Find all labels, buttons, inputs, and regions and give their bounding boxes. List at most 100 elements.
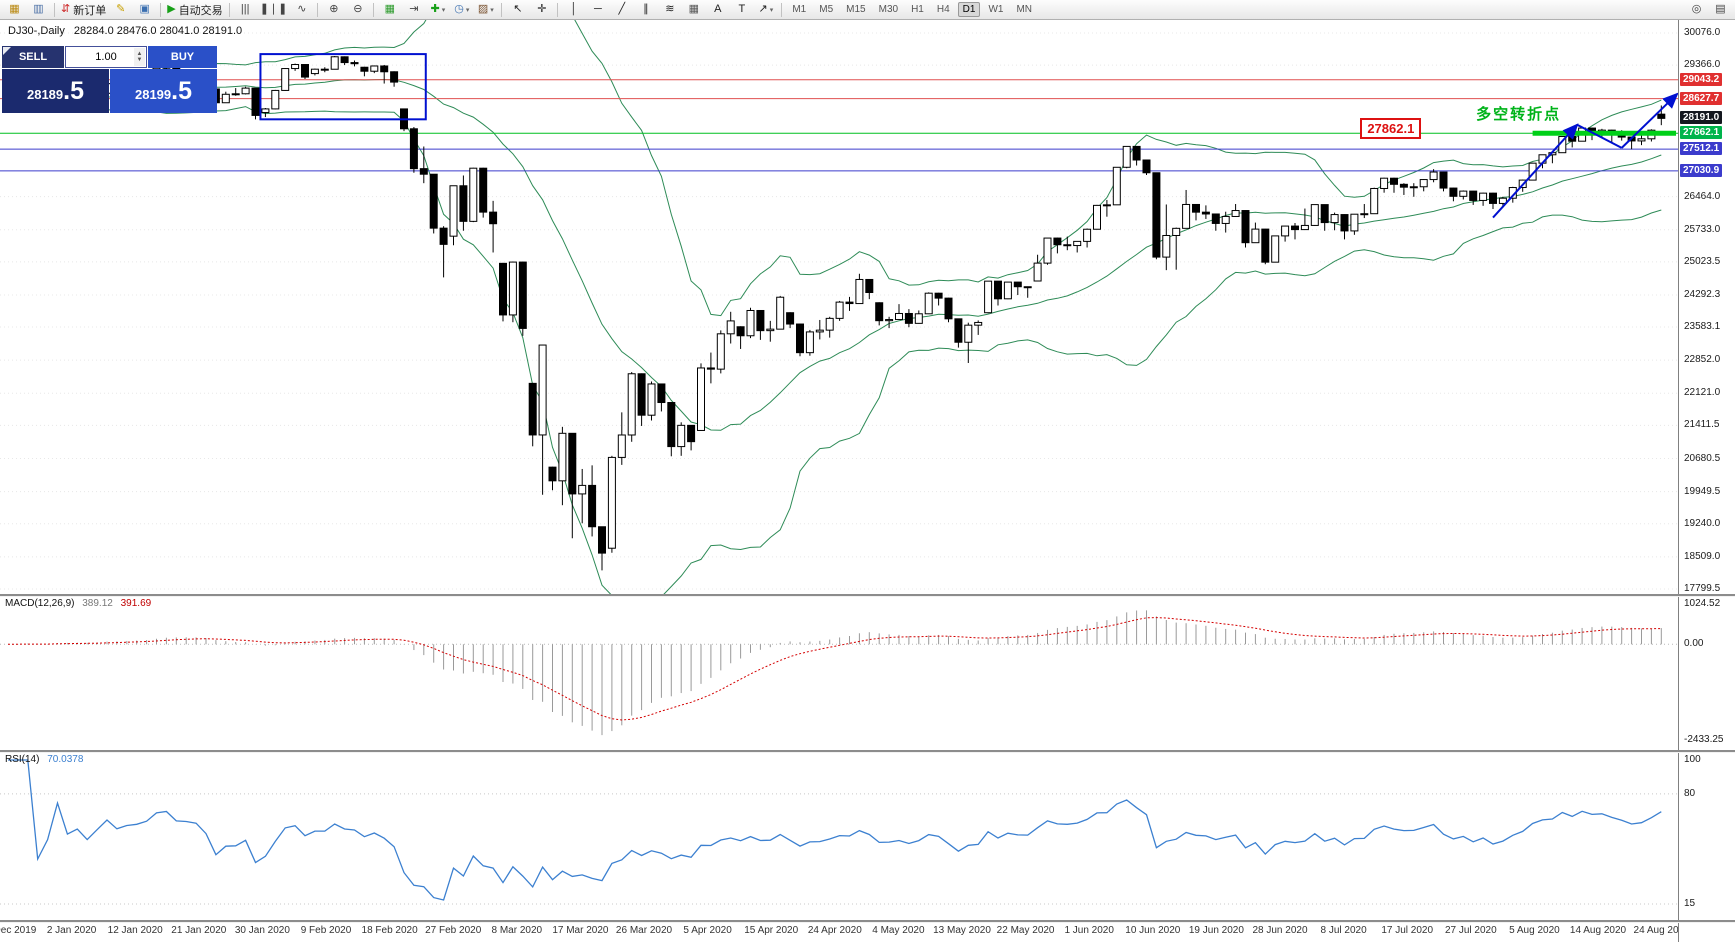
- macd-tick-label: 1024.52: [1684, 598, 1721, 609]
- grid-icon[interactable]: ▦: [682, 1, 705, 18]
- bid-price: 28189.5: [27, 78, 84, 104]
- stepper-down-icon[interactable]: ▼: [136, 57, 143, 63]
- candlestick-series: [4, 56, 1666, 571]
- main-chart-pane[interactable]: DJ30-,Daily 28284.0 28476.0 28041.0 2819…: [0, 20, 1678, 594]
- toolbar-separator: [228, 2, 230, 17]
- profiles-icon: ▥: [33, 3, 44, 15]
- autotrading-button[interactable]: ▶ 自动交易: [165, 1, 224, 18]
- date-tick-label: 24 Aug 2020: [1633, 925, 1678, 936]
- stepper-up-icon[interactable]: ▲: [136, 51, 143, 57]
- trend-arrow: [1576, 123, 1623, 149]
- date-tick-label: 4 May 2020: [872, 925, 925, 936]
- new-order-button[interactable]: ⇵ 新订单: [59, 1, 108, 18]
- bar-chart-icon[interactable]: |||: [234, 1, 257, 18]
- profiles-icon[interactable]: ▥: [27, 1, 50, 18]
- time-axis[interactable]: 24 Dec 2019 2 Jan 2020 12 Jan 2020 21 Jan 2…: [0, 922, 1678, 942]
- chevron-down-icon[interactable]: ▾: [465, 6, 470, 14]
- new-chart-icon[interactable]: ▦: [3, 1, 26, 18]
- indicators-button[interactable]: ✚ ▾: [426, 1, 449, 18]
- chart-symbol-label: DJ30-,Daily 28284.0 28476.0 28041.0 2819…: [8, 25, 242, 37]
- chevron-down-icon[interactable]: ▾: [769, 6, 774, 14]
- volume-stepper[interactable]: ▲ ▼: [134, 48, 145, 66]
- timeframe-button-m30[interactable]: M30: [878, 4, 899, 15]
- sell-button-label: SELL: [18, 51, 48, 63]
- date-tick-label: 5 Apr 2020: [683, 925, 732, 936]
- templates-button[interactable]: ▨ ▾: [474, 1, 497, 18]
- price-tick-label: 26464.0: [1684, 190, 1721, 202]
- print-icon[interactable]: ▤: [1709, 1, 1732, 18]
- sell-button[interactable]: SELL: [2, 46, 64, 68]
- rsi-tick-label: 80: [1684, 787, 1696, 799]
- zoom-in-icon[interactable]: ⊕: [322, 1, 345, 18]
- zoom-out-icon[interactable]: ⊖: [346, 1, 369, 18]
- text-icon[interactable]: A: [706, 1, 729, 18]
- date-tick-label: 21 Jan 2020: [171, 925, 227, 936]
- date-tick-label: 22 May 2020: [996, 925, 1055, 936]
- label-icon: T: [738, 3, 746, 15]
- volume-input[interactable]: 1.00 ▲ ▼: [65, 46, 147, 68]
- arrows-icon[interactable]: ↗ ▾: [754, 1, 777, 18]
- timeframe-button-m1[interactable]: M1: [792, 4, 807, 15]
- macd-canvas: [0, 610, 1678, 736]
- metaeditor-icon[interactable]: ✎: [109, 1, 132, 18]
- cursor-icon[interactable]: ↖: [506, 1, 529, 18]
- candlestick-chart-icon: ❚❘❚: [259, 3, 288, 15]
- date-tick-label: 15 Apr 2020: [744, 925, 799, 936]
- price-level-badge: 27030.9: [1680, 163, 1723, 177]
- vertical-line-icon: │: [570, 3, 578, 15]
- price-axis[interactable]: 30076.0 29366.0 26464.0 25733.0 25023.5 24292…: [1678, 20, 1735, 922]
- price-tick-label: 25023.5: [1684, 255, 1721, 267]
- chevron-down-icon[interactable]: ▾: [490, 6, 494, 14]
- rsi-value: 70.0378: [47, 754, 84, 765]
- search-icon[interactable]: ◎: [1685, 1, 1708, 18]
- timeframe-button-mn[interactable]: MN: [1016, 4, 1033, 15]
- macd-pane[interactable]: MACD(12,26,9) 389.12 391.69: [0, 596, 1678, 750]
- panel-collapse-icon[interactable]: [3, 47, 11, 55]
- rsi-pane[interactable]: RSI(14) 70.0378: [0, 752, 1678, 920]
- timeframe-button-d1[interactable]: D1: [957, 2, 981, 17]
- price-level-badge: 29043.2: [1680, 72, 1723, 86]
- one-click-trading-panel: SELL 1.00 ▲ ▼ BUY 28189.5 28199.5: [2, 46, 217, 113]
- ask-main-digits: 28199: [134, 86, 172, 102]
- price-tick-label: 23583.1: [1684, 321, 1721, 333]
- timeframe-button-h4[interactable]: H4: [936, 4, 950, 15]
- date-tick-label: 27 Jul 2020: [1444, 925, 1497, 936]
- toolbar-separator: [501, 2, 503, 17]
- fibonacci-icon[interactable]: ≋: [658, 1, 681, 18]
- price-tick-label: 29366.0: [1684, 59, 1721, 71]
- ask-price-panel[interactable]: 28199.5: [110, 69, 217, 113]
- line-chart-icon[interactable]: ∿: [290, 1, 313, 18]
- date-tick-label: 8 Mar 2020: [491, 925, 543, 936]
- horizontal-line-icon[interactable]: ─: [586, 1, 609, 18]
- timeframe-button-m15[interactable]: M15: [846, 4, 866, 15]
- crosshair-icon[interactable]: ✛: [530, 1, 553, 18]
- pane-separator[interactable]: [0, 920, 1735, 923]
- timeframe-button-w1[interactable]: W1: [988, 4, 1004, 15]
- ask-big-digits: .5: [171, 76, 192, 105]
- fibonacci-icon: ≋: [665, 3, 675, 15]
- label-icon[interactable]: T: [730, 1, 753, 18]
- new-order-icon: ⇵: [61, 3, 71, 15]
- trendline-icon[interactable]: ╱: [610, 1, 633, 18]
- trend-arrow: [1492, 123, 1579, 219]
- autotrading-button-label: 自动交易: [178, 4, 223, 17]
- candlestick-chart-icon[interactable]: ❚❘❚: [258, 1, 290, 18]
- channel-icon[interactable]: ∥: [634, 1, 657, 18]
- consolidation-rectangle: [259, 53, 427, 121]
- terminal-icon[interactable]: ▣: [133, 1, 156, 18]
- date-tick-label: 17 Mar 2020: [552, 925, 609, 936]
- bid-price-panel[interactable]: 28189.5: [2, 69, 109, 113]
- toolbar-separator: [373, 2, 375, 17]
- periods-button[interactable]: ◷ ▾: [450, 1, 473, 18]
- buy-button[interactable]: BUY: [148, 46, 217, 68]
- turning-point-annotation: 多空转折点: [1476, 106, 1562, 124]
- pane-separator[interactable]: [0, 594, 1735, 597]
- timeframe-button-h1[interactable]: H1: [911, 4, 924, 15]
- chart-shift-icon[interactable]: ⇥: [402, 1, 425, 18]
- timeframe-button-m5[interactable]: M5: [819, 4, 834, 15]
- auto-scroll-icon[interactable]: ▦: [378, 1, 401, 18]
- pane-separator[interactable]: [0, 750, 1735, 753]
- chevron-down-icon[interactable]: ▾: [441, 6, 446, 14]
- vertical-line-icon[interactable]: │: [562, 1, 585, 18]
- indicators-icon: ✚: [430, 3, 440, 15]
